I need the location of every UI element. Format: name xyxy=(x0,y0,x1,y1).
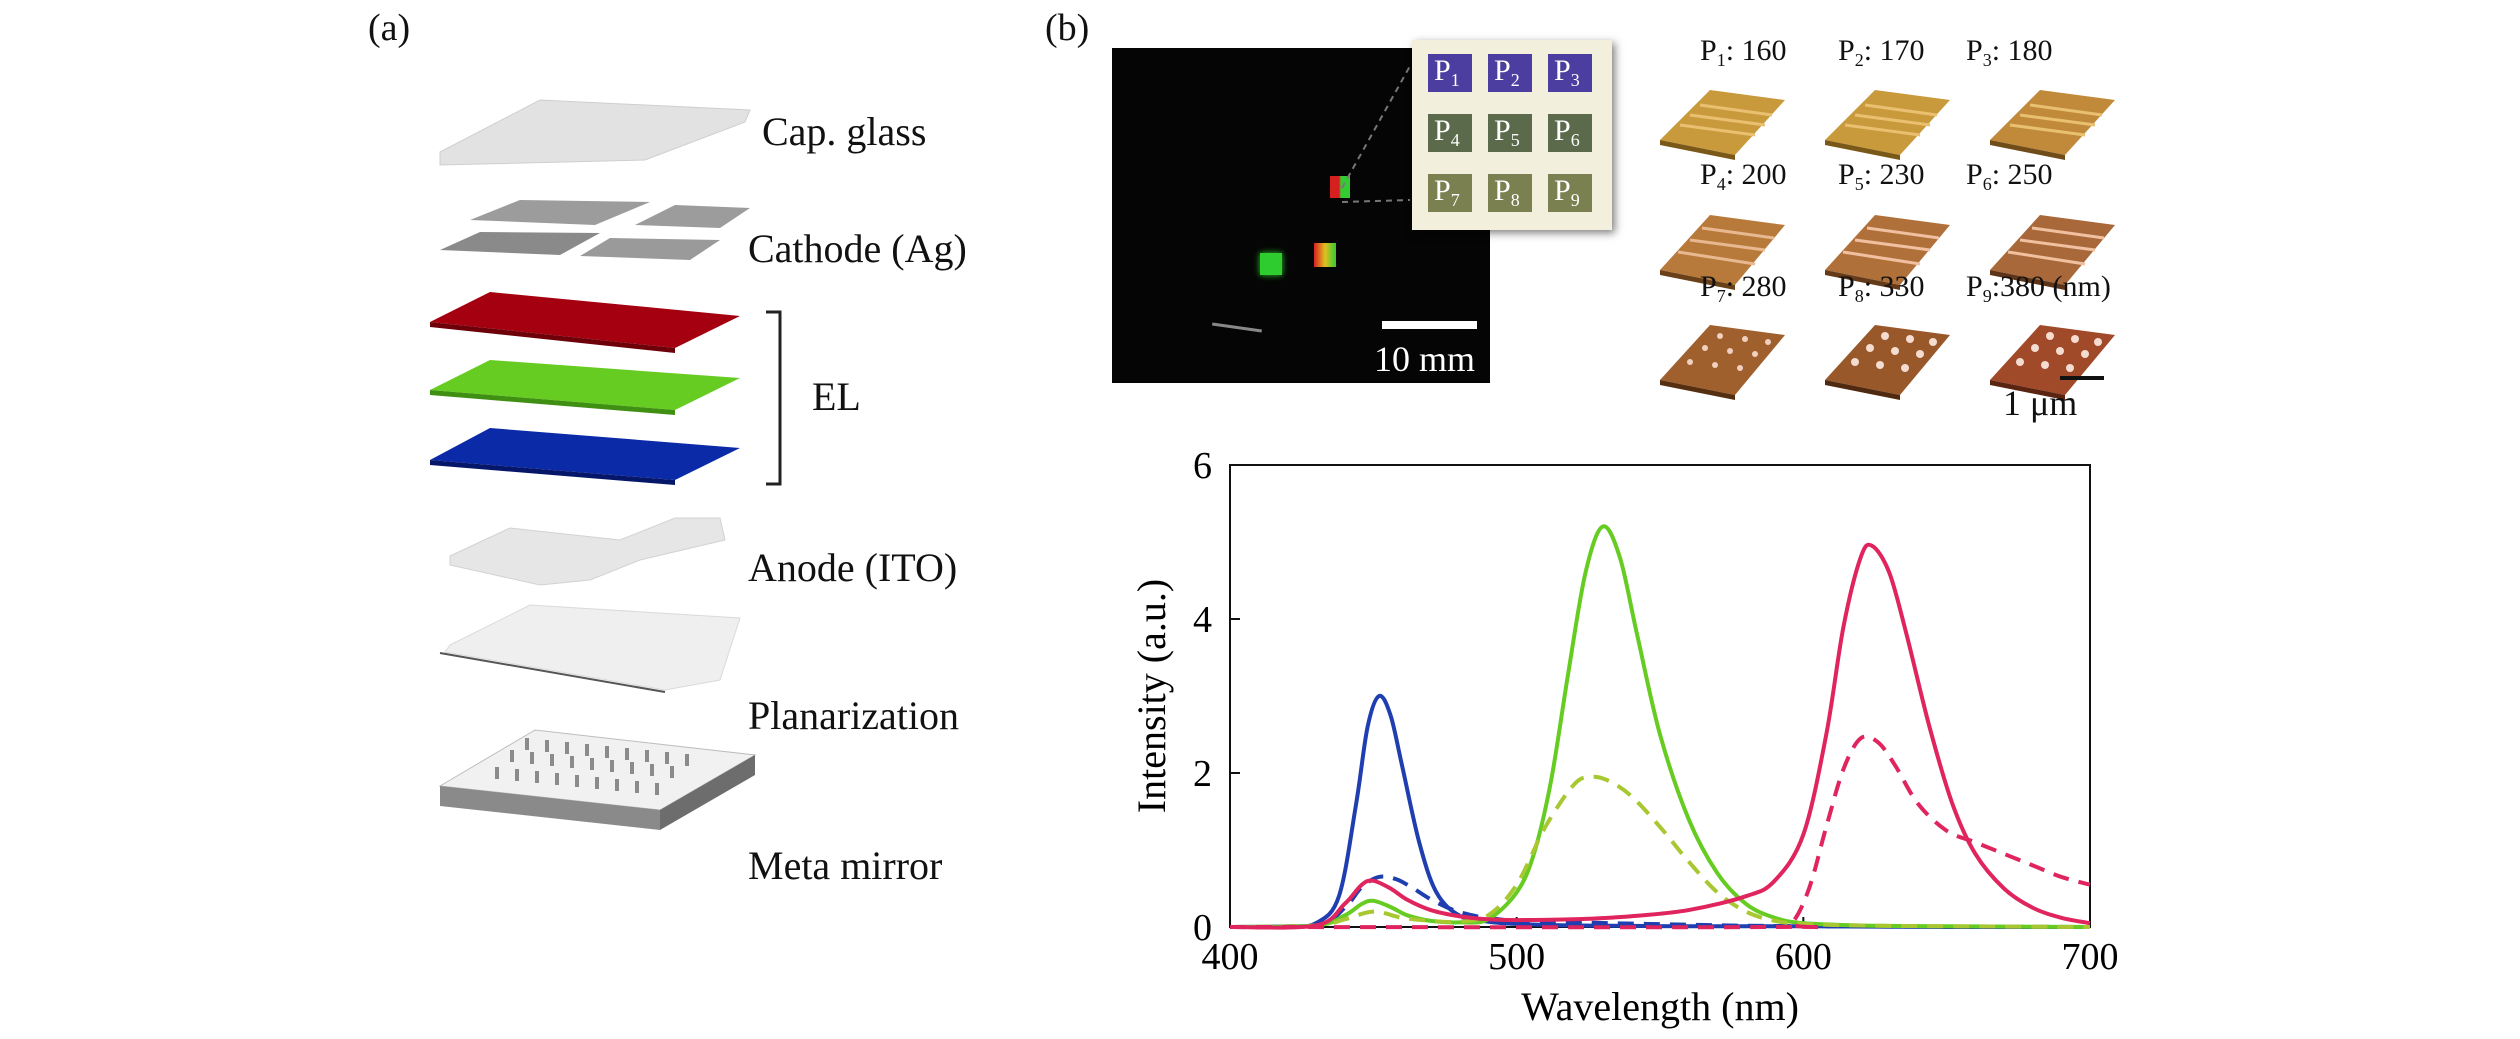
afm-label-1: P1: 160 xyxy=(1700,34,1787,70)
panel-a-label: (a) xyxy=(368,7,411,49)
y-tick-label: 6 xyxy=(1193,445,1212,487)
afm-scale-bar xyxy=(2060,376,2104,380)
spectrum-series-1 xyxy=(1229,874,2091,930)
spectrum-series-4 xyxy=(1229,542,2091,930)
y-tick-label: 4 xyxy=(1193,599,1212,641)
pixel-p1: P1 xyxy=(1428,54,1472,92)
afm-tile-3 xyxy=(1990,90,2115,160)
afm-label-4: P4: 200 xyxy=(1700,158,1787,194)
pixel-p9: P9 xyxy=(1548,174,1592,212)
afm-tile-1 xyxy=(1660,90,1785,160)
pixel-p3: P3 xyxy=(1548,54,1592,92)
label-anode: Anode (ITO) xyxy=(748,545,958,590)
el-red-layer xyxy=(430,292,740,348)
x-tick-label: 600 xyxy=(1775,936,1832,978)
meta-mirror-side-left xyxy=(440,786,660,830)
zoom-lines xyxy=(1341,65,1411,203)
afm-tile-5 xyxy=(1825,215,1950,290)
x-axis-label: Wavelength (nm) xyxy=(1521,984,1799,1029)
label-cathode: Cathode (Ag) xyxy=(748,226,967,271)
afm-label-9: P9:380 (nm) xyxy=(1966,270,2111,306)
pixel-p6: P6 xyxy=(1548,114,1592,152)
pixel-p7: P7 xyxy=(1428,174,1472,212)
cap-glass-layer xyxy=(439,99,751,166)
cathode-layer-back-right xyxy=(635,205,750,228)
planarization-layer xyxy=(444,604,741,691)
reflection-streak xyxy=(1212,322,1262,333)
label-meta-mirror: Meta mirror xyxy=(748,843,943,888)
y-tick-label: 0 xyxy=(1193,907,1212,949)
meta-mirror-side-right xyxy=(660,755,755,830)
afm-tile-4 xyxy=(1660,215,1785,290)
afm-label-6: P6: 250 xyxy=(1966,158,2053,194)
y-axis-label: Intensity (a.u.) xyxy=(1129,579,1174,813)
afm-label-8: P8: 330 xyxy=(1838,270,1925,306)
photo-scale-label: 10 mm xyxy=(1374,339,1476,379)
x-tick-label: 400 xyxy=(1202,936,1259,978)
el-blue-layer xyxy=(430,428,740,480)
layer-stack-diagram xyxy=(430,99,757,830)
afm-grid xyxy=(1640,30,2200,430)
cathode-layer-front-right xyxy=(580,238,720,260)
emitting-pixel-rgy xyxy=(1314,243,1336,267)
afm-label-2: P2: 170 xyxy=(1838,34,1925,70)
pixel-grid-inset: P1 P2 P3 P4 P5 P6 P7 P8 P9 xyxy=(1412,40,1612,230)
spectrum-series-5 xyxy=(1229,734,2091,930)
afm-tile-8 xyxy=(1825,325,1950,400)
emitting-pixel-rg xyxy=(1330,176,1350,198)
afm-tile-7 xyxy=(1660,325,1785,400)
meta-mirror-pillars xyxy=(495,738,689,795)
afm-tile-2 xyxy=(1825,90,1950,160)
scale-bar xyxy=(1382,321,1477,329)
pixel-p8: P8 xyxy=(1488,174,1532,212)
afm-scale-label: 1 μm xyxy=(2003,383,2078,423)
plot-frame xyxy=(1229,464,2091,928)
afm-tile-9 xyxy=(1990,325,2115,400)
spectrum-series-3 xyxy=(1229,774,2091,929)
afm-label-7: P7: 280 xyxy=(1700,270,1787,306)
x-tick-label: 700 xyxy=(2062,936,2119,978)
pixel-p2: P2 xyxy=(1488,54,1532,92)
panel-b-label: (b) xyxy=(1045,7,1090,49)
y-tick-label: 2 xyxy=(1193,753,1212,795)
el-green-layer xyxy=(430,360,740,410)
cathode-layer-front-left xyxy=(440,232,600,255)
afm-label-3: P3: 180 xyxy=(1966,34,2053,70)
anode-layer xyxy=(449,517,726,586)
spectrum-chart: 400 500 600 700 0 2 4 6 Wavelength (nm) Intensi… xyxy=(1129,445,2119,1029)
label-cap-glass: Cap. glass xyxy=(762,109,927,154)
el-bracket xyxy=(766,310,782,486)
emitting-pixel-green xyxy=(1260,253,1282,275)
label-planarization: Planarization xyxy=(748,693,960,738)
x-tick-label: 500 xyxy=(1488,936,1545,978)
pixel-p4: P4 xyxy=(1428,114,1472,152)
afm-label-5: P5: 230 xyxy=(1838,158,1925,194)
afm-tile-6 xyxy=(1990,215,2115,290)
spectrum-series-2 xyxy=(1229,524,2091,929)
cathode-layer-back-left xyxy=(470,200,650,225)
label-el: EL xyxy=(812,374,861,419)
pixel-p5: P5 xyxy=(1488,114,1532,152)
